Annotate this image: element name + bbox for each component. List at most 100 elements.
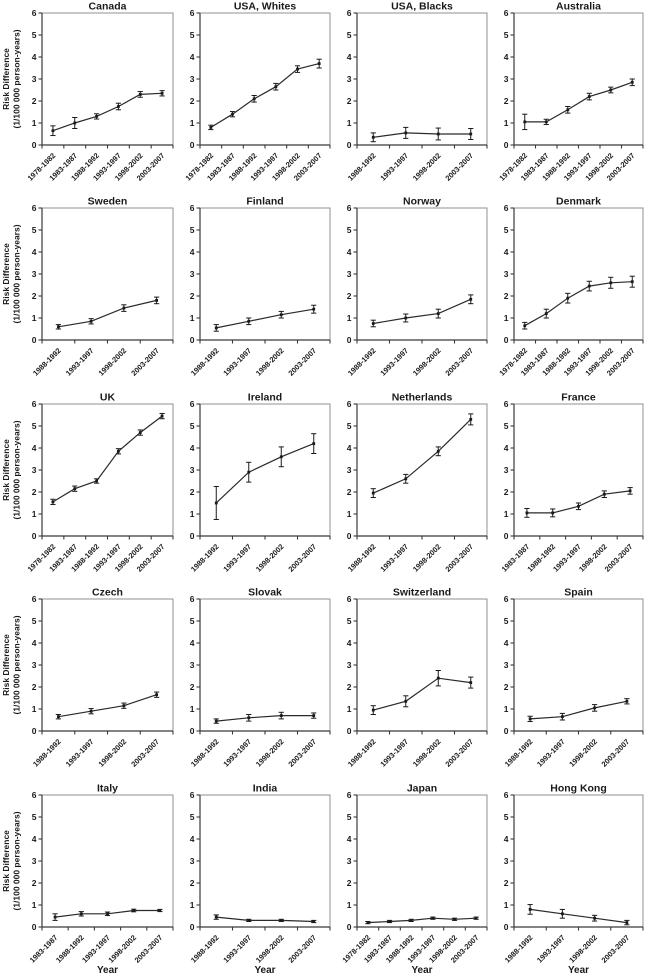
y-tick-label: 6 (347, 8, 352, 18)
data-point-marker (51, 129, 55, 133)
data-point-marker (587, 285, 591, 288)
y-tick-label: 1 (504, 118, 509, 128)
x-tick-label: 1998-2002 (254, 542, 286, 574)
chart-panel-australia: 0 1 2 3 4 5 6 1978-1982 1983-1987 1988-1992 1993-1… (494, 0, 650, 195)
data-point-marker (247, 470, 251, 474)
y-tick-label: 0 (347, 726, 352, 736)
data-point-marker (214, 915, 218, 919)
chart-svg: 0 1 2 3 4 5 6 1988-1992 1993-1997 1998-2002 2003-2… (346, 197, 488, 378)
chart-title: Canada (89, 1, 127, 12)
y-tick-label: 5 (504, 812, 509, 822)
data-point-marker (209, 125, 213, 129)
y-tick-label: 1 (347, 118, 352, 128)
chart-panel-czech: 0 1 2 3 4 5 6 1988-1992 1993-1997 1998-2002 2003-2… (0, 586, 180, 781)
data-point-marker (528, 717, 532, 721)
chart-title: USA, Blacks (391, 1, 453, 12)
series-line (52, 415, 163, 503)
chart-svg: 0 1 2 3 4 5 6 1988-1992 1993-1997 1998-2002 2003-2… (189, 783, 331, 976)
chart-title: Japan (407, 783, 437, 794)
y-tick-label: 4 (504, 247, 509, 257)
y-tick-label: 5 (504, 225, 509, 235)
plot-area-border (41, 12, 174, 146)
data-point-marker (587, 95, 591, 98)
data-point-marker (577, 504, 580, 508)
y-tick-label: 3 (347, 465, 352, 475)
series-line (216, 308, 314, 329)
y-tick-label: 0 (32, 726, 37, 736)
data-point-marker (279, 455, 283, 458)
data-point-marker (160, 414, 164, 418)
chart-panel-sweden: 0 1 2 3 4 5 6 1988-1992 1993-1997 1998-2002 2003-2… (0, 195, 180, 390)
data-point-marker (528, 907, 532, 911)
y-tick-label: 5 (190, 421, 195, 431)
data-point-marker (279, 714, 283, 718)
y-tick-label: 1 (190, 704, 195, 714)
x-tick-label: 1998-2002 (411, 151, 443, 183)
x-tick-label: 1988-1992 (346, 346, 378, 378)
x-tick-label: 1998-2002 (411, 737, 443, 769)
x-tick-label: 2003-2007 (443, 737, 475, 769)
y-tick-label: 2 (32, 682, 37, 692)
data-point-marker (566, 297, 570, 300)
chart-panel-italy: 0 1 2 3 4 5 6 1983-1987 1988-1992 1993-1997 1998-2… (0, 782, 180, 977)
x-tick-label: 1988-1992 (189, 542, 221, 574)
y-tick-label: 2 (190, 291, 195, 301)
y-tick-label: 4 (504, 443, 509, 453)
y-tick-label: 2 (347, 878, 352, 888)
series-line (210, 63, 320, 128)
y-tick-label: 6 (504, 8, 509, 18)
data-point-marker (404, 131, 408, 135)
x-tick-label: 2003-2007 (600, 933, 632, 965)
y-axis-label-line2: (1/100 000 person-years) (12, 225, 22, 324)
y-tick-label: 2 (504, 96, 509, 106)
series-line (530, 908, 627, 923)
series-line (216, 715, 314, 722)
chart-title: France (561, 392, 596, 403)
plot-area-border (513, 598, 644, 732)
plot-area-border (356, 598, 488, 732)
data-point-marker (312, 441, 316, 445)
data-point-marker (371, 135, 375, 139)
x-axis-label: Year (568, 965, 589, 976)
data-point-marker (122, 307, 126, 310)
x-tick-label: 1993-1997 (221, 737, 253, 769)
y-tick-label: 2 (32, 96, 37, 106)
y-tick-label: 5 (347, 616, 352, 626)
x-tick-label: 1993-1997 (378, 346, 410, 378)
plot-area-border (513, 12, 644, 146)
plot-area-border (356, 207, 488, 341)
y-tick-label: 2 (504, 878, 509, 888)
data-point-marker (158, 908, 162, 912)
y-tick-label: 6 (504, 790, 509, 800)
y-tick-label: 6 (32, 8, 37, 18)
plot-area-border (41, 598, 174, 732)
data-point-marker (317, 62, 321, 65)
data-point-marker (117, 449, 120, 453)
y-tick-label: 1 (504, 704, 509, 714)
x-tick-label: 1988-1992 (503, 737, 535, 769)
chart-svg: 01234561978-19821983-19871988-19921993-1… (1, 1, 174, 183)
data-point-marker (279, 313, 283, 317)
x-tick-label: 1998-2002 (567, 737, 599, 769)
series-line (524, 281, 633, 327)
y-tick-label: 5 (190, 812, 195, 822)
y-tick-label: 3 (32, 74, 37, 84)
data-point-marker (371, 491, 375, 495)
data-point-marker (630, 280, 634, 284)
y-tick-label: 3 (32, 660, 37, 670)
x-tick-label: 1988-1992 (189, 346, 221, 378)
chart-panel-netherlands: 0 1 2 3 4 5 6 1988-1992 1993-1997 1998-2002 2003-2… (337, 391, 494, 586)
data-point-marker (138, 92, 142, 96)
x-tick-label: 1998-2002 (567, 933, 599, 965)
y-tick-label: 5 (504, 616, 509, 626)
x-tick-label: 1988-1992 (31, 737, 63, 769)
y-tick-label: 0 (504, 140, 509, 150)
chart-title: Czech (92, 588, 123, 599)
chart-title: Norway (403, 197, 441, 208)
data-point-marker (404, 316, 408, 320)
plot-area-border (41, 403, 174, 537)
chart-svg: 0 1 2 3 4 5 6 1988-1992 1993-1997 1998-2002 2003-2… (346, 1, 488, 183)
data-point-marker (436, 676, 440, 680)
chart-panel-india: 0 1 2 3 4 5 6 1988-1992 1993-1997 1998-2002 2003-2… (180, 782, 337, 977)
y-tick-label: 2 (190, 878, 195, 888)
